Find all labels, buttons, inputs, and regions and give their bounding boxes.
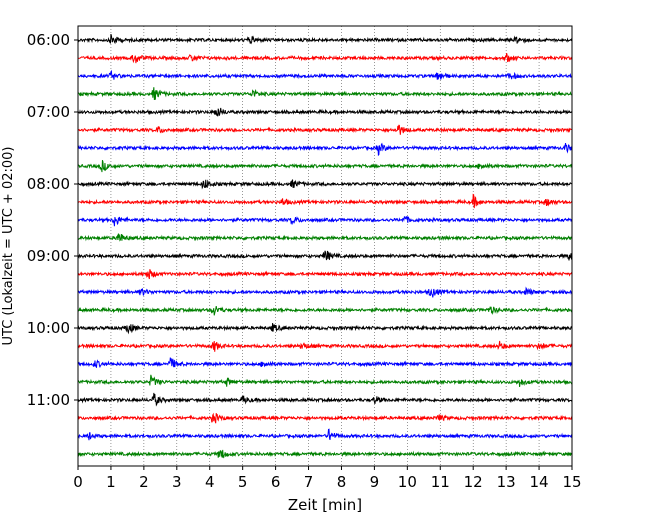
trace-0800 xyxy=(77,179,573,190)
trace-0945 xyxy=(77,305,573,316)
y-tick-label: 09:00 xyxy=(27,247,70,265)
x-tick-label: 14 xyxy=(530,473,549,491)
trace-0930 xyxy=(77,286,573,298)
x-tick-label: 9 xyxy=(370,473,380,491)
y-tick-label: 11:00 xyxy=(27,391,70,409)
x-tick-label: 5 xyxy=(238,473,248,491)
x-tick-label: 11 xyxy=(431,473,450,491)
trace-1130 xyxy=(77,428,573,441)
trace-1115 xyxy=(77,412,573,424)
plot-frame xyxy=(77,25,573,467)
x-tick-label: 12 xyxy=(464,473,483,491)
trace-1000 xyxy=(77,322,573,335)
trace-0700 xyxy=(77,107,573,117)
x-tick-label: 6 xyxy=(271,473,281,491)
y-tick-label: 07:00 xyxy=(27,103,70,121)
trace-1100 xyxy=(77,392,573,407)
x-tick-label: 8 xyxy=(337,473,347,491)
x-tick-label: 3 xyxy=(172,473,182,491)
seismic-traces xyxy=(77,33,573,459)
x-tick-label: 1 xyxy=(106,473,116,491)
x-tick-label: 10 xyxy=(398,473,417,491)
x-tick-label: 15 xyxy=(562,473,581,491)
x-tick-label: 2 xyxy=(139,473,149,491)
x-tick-label: 13 xyxy=(497,473,516,491)
y-tick-label: 06:00 xyxy=(27,31,70,49)
trace-0630 xyxy=(77,69,573,80)
trace-1030 xyxy=(77,357,573,369)
trace-0900 xyxy=(77,250,573,261)
trace-0830 xyxy=(77,215,573,227)
y-tick-label: 10:00 xyxy=(27,319,70,337)
trace-0615 xyxy=(77,53,573,64)
trace-0815 xyxy=(77,193,573,209)
x-axis-ticks: 0 1 2 3 4 5 6 7 8 9 10 11 12 13 14 15 xyxy=(73,466,582,491)
trace-0715 xyxy=(77,124,573,135)
x-tick-label: 0 xyxy=(73,473,83,491)
x-tick-label: 7 xyxy=(304,473,314,491)
y-axis-ticks: 06:00 07:00 08:00 09:00 10:00 11:00 xyxy=(27,31,78,409)
trace-0745 xyxy=(77,160,573,173)
trace-1045 xyxy=(77,374,573,387)
trace-0645 xyxy=(77,87,573,100)
x-axis-label: Zeit [min] xyxy=(288,496,362,514)
trace-1015 xyxy=(77,340,573,352)
grid-lines xyxy=(110,26,540,466)
trace-1145 xyxy=(77,449,573,459)
y-axis-label: UTC (Lokalzeit = UTC + 02:00) xyxy=(1,147,16,346)
y-tick-label: 08:00 xyxy=(27,175,70,193)
trace-0915 xyxy=(77,269,573,280)
trace-0600 xyxy=(77,33,573,45)
trace-0845 xyxy=(77,233,573,242)
trace-0730 xyxy=(77,142,573,157)
x-tick-label: 4 xyxy=(205,473,215,491)
